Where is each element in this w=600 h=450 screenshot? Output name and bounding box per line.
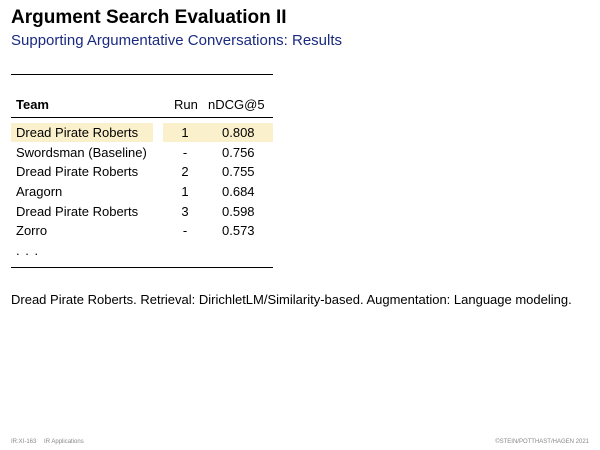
row-highlight bbox=[163, 123, 273, 142]
footer-left: IR:XI-163 IR Applications bbox=[11, 439, 84, 445]
cell-run: 2 bbox=[181, 164, 189, 179]
footer-page-number: IR:XI-163 bbox=[11, 439, 37, 445]
table-ellipsis: . . . bbox=[16, 243, 40, 258]
column-header-team: Team bbox=[16, 97, 49, 112]
cell-ndcg: 0.684 bbox=[222, 184, 255, 199]
cell-ndcg: 0.756 bbox=[222, 145, 255, 160]
cell-team: Zorro bbox=[16, 223, 48, 238]
cell-run: 1 bbox=[181, 184, 189, 199]
table-row: Aragorn 1 0.684 bbox=[11, 182, 273, 201]
table-row: Dread Pirate Roberts 1 0.808 bbox=[11, 123, 273, 142]
table-row: Zorro - 0.573 bbox=[11, 221, 273, 240]
column-header-ndcg: nDCG@5 bbox=[208, 97, 265, 112]
cell-team: Dread Pirate Roberts bbox=[16, 164, 139, 179]
table-header-rule bbox=[11, 117, 273, 118]
table-row: Dread Pirate Roberts 3 0.598 bbox=[11, 202, 273, 221]
footer-section: IR Applications bbox=[44, 439, 84, 445]
cell-ndcg: 0.808 bbox=[222, 125, 255, 140]
row-highlight bbox=[11, 123, 153, 142]
table-bottom-rule bbox=[11, 267, 273, 268]
cell-team: Aragorn bbox=[16, 184, 63, 199]
cell-ndcg: 0.573 bbox=[222, 223, 255, 238]
table-row: Dread Pirate Roberts 2 0.755 bbox=[11, 162, 273, 181]
slide-title: Argument Search Evaluation II bbox=[11, 7, 287, 28]
cell-run: - bbox=[182, 223, 188, 238]
footer-copyright: ©STEIN/POTTHAST/HAGEN 2021 bbox=[495, 439, 589, 445]
slide-subtitle: Supporting Argumentative Conversations: … bbox=[11, 32, 343, 49]
cell-run: 3 bbox=[181, 204, 189, 219]
cell-run: 1 bbox=[181, 125, 189, 140]
table-top-rule bbox=[11, 74, 273, 75]
cell-team: Dread Pirate Roberts bbox=[16, 204, 139, 219]
column-header-run: Run bbox=[174, 97, 198, 112]
cell-run: - bbox=[182, 145, 188, 160]
table-row: Swordsman (Baseline) - 0.756 bbox=[11, 143, 273, 162]
cell-ndcg: 0.755 bbox=[222, 164, 255, 179]
cell-ndcg: 0.598 bbox=[222, 204, 255, 219]
cell-team: Swordsman (Baseline) bbox=[16, 145, 147, 160]
slide-caption: Dread Pirate Roberts. Retrieval: Dirichl… bbox=[11, 292, 572, 307]
cell-team: Dread Pirate Roberts bbox=[16, 125, 139, 140]
